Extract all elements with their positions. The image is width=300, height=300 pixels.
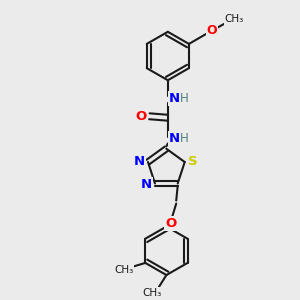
Text: O: O <box>136 110 147 123</box>
Text: H: H <box>180 132 189 145</box>
Text: O: O <box>166 217 177 230</box>
Text: H: H <box>180 92 189 105</box>
Text: S: S <box>188 155 198 168</box>
Text: N: N <box>134 155 145 168</box>
Text: CH₃: CH₃ <box>224 14 244 24</box>
Text: N: N <box>141 178 152 190</box>
Text: N: N <box>169 92 180 105</box>
Text: O: O <box>206 24 217 37</box>
Text: CH₃: CH₃ <box>114 265 133 275</box>
Text: CH₃: CH₃ <box>143 288 162 298</box>
Text: N: N <box>169 132 180 145</box>
